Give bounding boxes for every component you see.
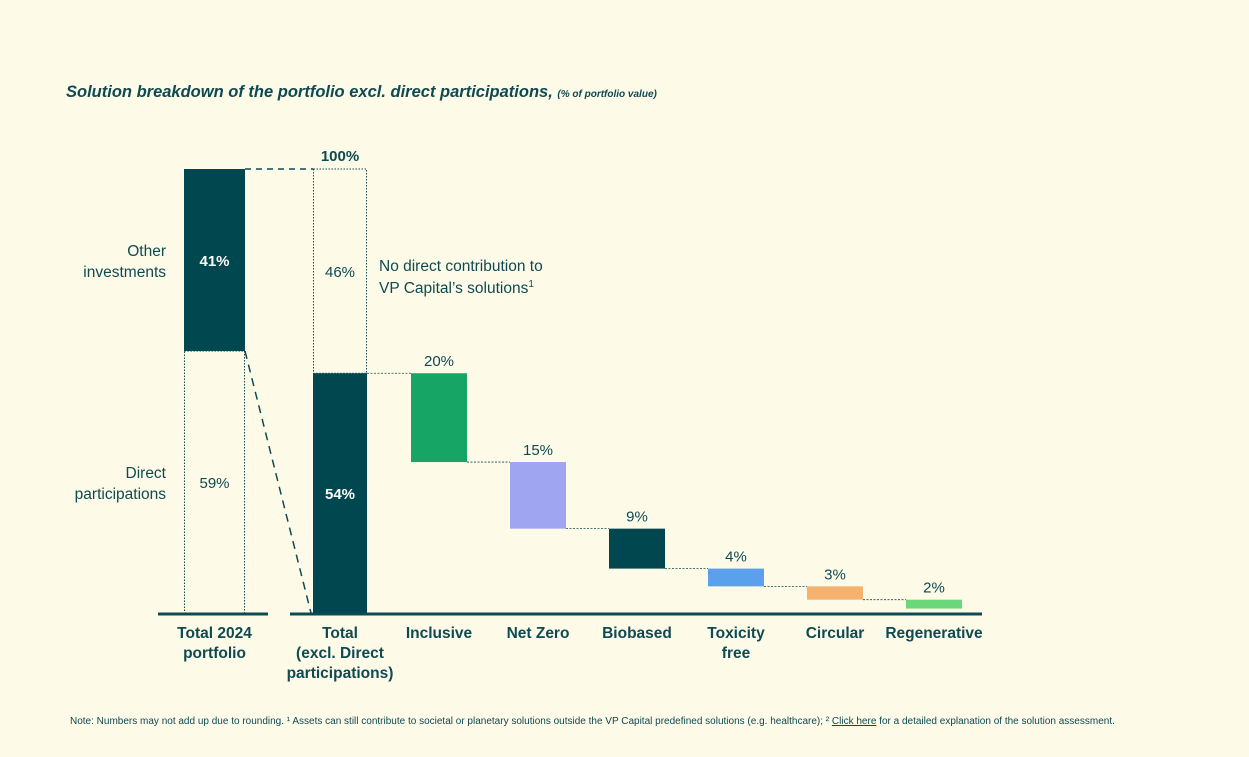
category-inclusive-line-1: Inclusive — [406, 625, 473, 642]
chart-title-main: Solution breakdown of the portfolio excl… — [66, 83, 553, 101]
footnote-text-after: for a detailed explanation of the soluti… — [879, 716, 1115, 727]
bar-toxicity-free-label: 4% — [725, 549, 747, 566]
footnote-link[interactable]: Click here — [831, 716, 877, 727]
bar-regenerative-label: 2% — [923, 580, 945, 597]
bar-net-zero — [510, 462, 566, 529]
category-toxicity-free-line-2: free — [722, 645, 751, 662]
footnote: Note: Numbers may not add up due to roun… — [70, 716, 1115, 727]
total-excl-bar-no-contribution — [313, 168, 367, 374]
bar-circular — [807, 586, 863, 600]
category-total-2024-line-2: portfolio — [183, 645, 246, 662]
category-net-zero-line-1: Net Zero — [507, 625, 570, 642]
total-excl-top-label: 100% — [321, 148, 359, 165]
category-regenerative-line-1: Regenerative — [885, 625, 983, 642]
bar-net-zero-label: 15% — [523, 442, 553, 459]
footnote-text-before: Note: Numbers may not add up due to roun… — [70, 716, 830, 727]
total-2024-direct-participations-name-line-2: participations — [75, 486, 167, 503]
total-excl-contributing-label: 54% — [325, 486, 355, 503]
category-toxicity-free-line-1: Toxicity — [707, 625, 765, 642]
no-contribution-annotation-line-1: No direct contribution to — [379, 258, 543, 275]
total-2024-other-investments-name-line-2: investments — [83, 264, 166, 281]
category-circular-line-1: Circular — [806, 625, 865, 642]
category-total-excl-line-3: participations) — [287, 665, 394, 682]
total-excl-no-contribution-label: 46% — [325, 264, 355, 281]
no-contribution-annotation-line-2: VP Capital’s solutions1 — [379, 279, 534, 297]
category-total-excl-line-2: (excl. Direct — [296, 645, 384, 662]
total-2024-bar-other-investments — [184, 169, 245, 352]
category-biobased-line-1: Biobased — [602, 625, 672, 642]
total-excl-bar-contributing — [313, 373, 367, 613]
bar-toxicity-free — [708, 568, 764, 587]
chart-title-unit: (% of portfolio value) — [557, 89, 657, 100]
bar-inclusive — [411, 373, 467, 463]
bar-inclusive-label: 20% — [424, 353, 454, 370]
total-2024-other-investments-label: 41% — [199, 253, 229, 270]
category-total-excl-line-1: Total — [322, 625, 358, 642]
chart-title: Solution breakdown of the portfolio excl… — [66, 83, 657, 102]
bar-biobased — [609, 528, 665, 569]
no-contribution-annotation-superscript: 1 — [528, 279, 534, 290]
total-2024-direct-participations-name-line-1: Direct — [126, 465, 167, 482]
bar-biobased-label: 9% — [626, 509, 648, 526]
total-2024-direct-participations-label: 59% — [199, 475, 229, 492]
connector-diagonal-dashed — [244, 350, 312, 614]
bar-regenerative — [906, 599, 962, 609]
bar-circular-label: 3% — [824, 566, 846, 583]
category-total-2024-line-1: Total 2024 — [177, 625, 252, 642]
total-2024-other-investments-name-line-1: Other — [127, 243, 166, 260]
